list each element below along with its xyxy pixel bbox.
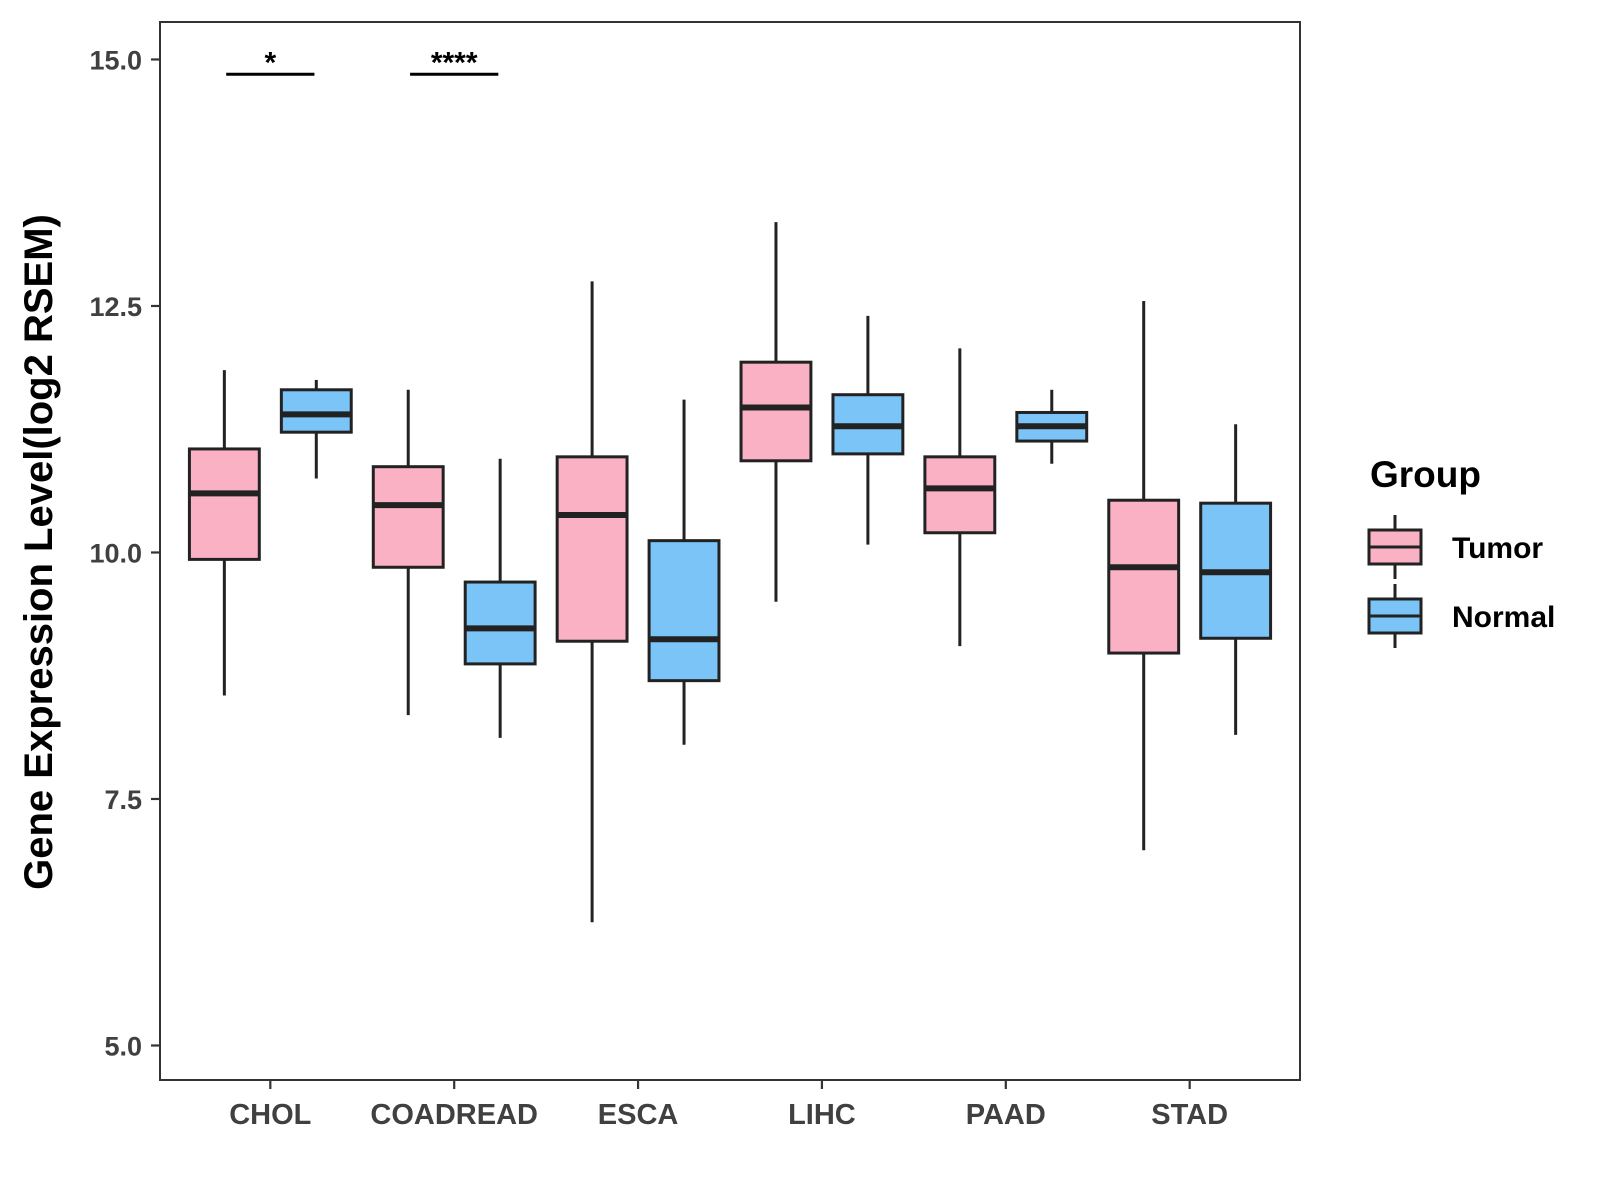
box-tumor-stad xyxy=(1107,301,1181,851)
x-tick-label: CHOL xyxy=(229,1099,311,1131)
significance-label: **** xyxy=(431,46,478,79)
legend-item-normal: Normal xyxy=(1367,584,1555,648)
box-body xyxy=(371,465,445,569)
box-body xyxy=(647,539,721,683)
plot-border xyxy=(159,21,1301,1081)
significance-label: * xyxy=(264,46,276,79)
box-body xyxy=(923,455,997,535)
box-normal-lihc xyxy=(831,315,905,545)
y-axis-title: Gene Expression Level(log2 RSEM) xyxy=(17,214,61,890)
box-tumor-chol xyxy=(187,370,261,696)
box-normal-paad xyxy=(1015,389,1089,464)
y-tick-label: 5.0 xyxy=(104,1031,142,1061)
box-body xyxy=(279,388,353,434)
box-tumor-paad xyxy=(923,348,997,647)
legend-label: Normal xyxy=(1452,601,1555,634)
box-body xyxy=(187,447,261,561)
x-tick-label: STAD xyxy=(1151,1099,1228,1131)
legend-label: Tumor xyxy=(1452,532,1543,565)
box-normal-chol xyxy=(279,379,353,479)
x-tick-label: ESCA xyxy=(598,1099,679,1131)
box-tumor-coadread xyxy=(371,389,445,716)
legend-item-tumor: Tumor xyxy=(1367,515,1543,579)
box-normal-esca xyxy=(647,399,721,745)
y-tick-label: 12.5 xyxy=(89,292,142,322)
box-body xyxy=(739,360,813,463)
legend-title: Group xyxy=(1370,454,1481,495)
y-tick-label: 15.0 xyxy=(89,45,142,75)
box-body xyxy=(1107,498,1181,655)
x-tick-label: PAAD xyxy=(966,1099,1046,1131)
y-tick-label: 7.5 xyxy=(104,785,142,815)
x-tick-label: LIHC xyxy=(788,1099,856,1131)
box-tumor-esca xyxy=(555,281,629,923)
plot-area: 5.0 7.5 10.0 12.5 15.0 CHOL COADREAD ESCA LIHC PA… xyxy=(89,21,1301,1131)
y-tick-label: 10.0 xyxy=(89,538,142,568)
legend: Group Tumor Normal xyxy=(1367,454,1555,648)
box-tumor-lihc xyxy=(739,222,813,602)
box-body xyxy=(463,580,537,666)
box-normal-stad xyxy=(1199,424,1273,735)
x-tick-label: COADREAD xyxy=(370,1099,538,1131)
box-normal-coadread xyxy=(463,458,537,738)
box-body xyxy=(555,455,629,643)
